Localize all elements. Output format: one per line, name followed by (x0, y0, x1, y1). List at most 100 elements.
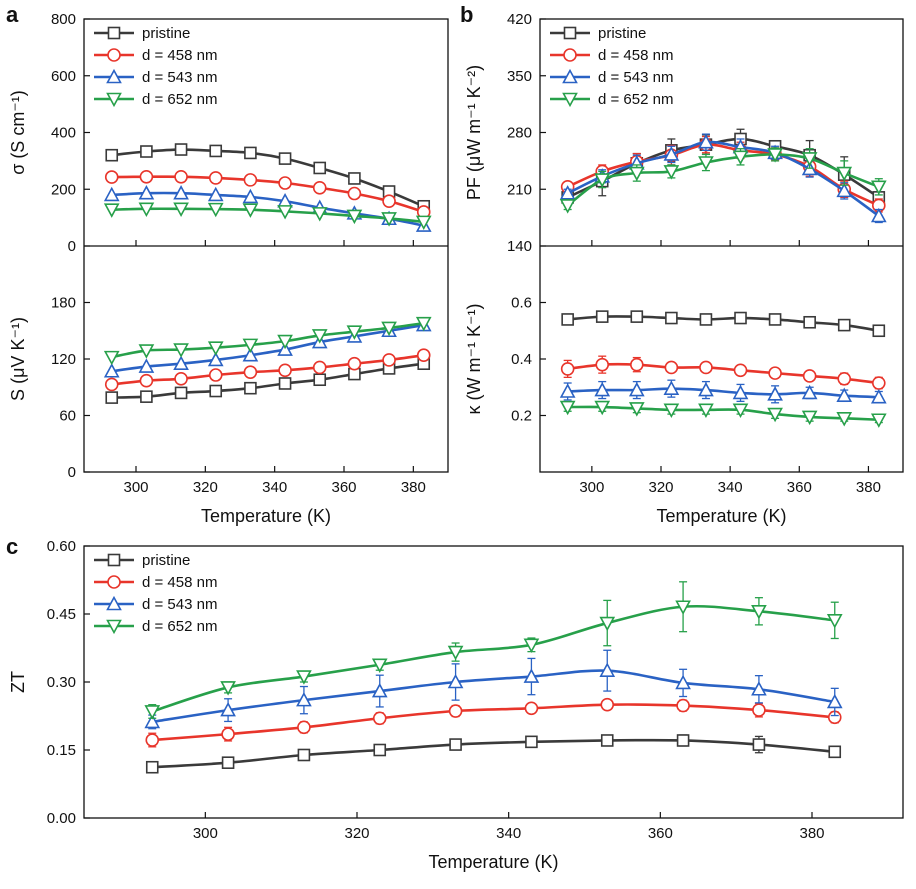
y-tick-label: 0.6 (511, 295, 532, 312)
data-point (139, 169, 154, 184)
data-point (732, 403, 749, 419)
data-point (751, 604, 767, 620)
series-d543 (103, 316, 432, 378)
data-point (675, 674, 691, 690)
data-point (767, 407, 783, 423)
chart-c: 0.00 0.15 0.30 0.45 0.60 300 320 340 360 380 prist… (8, 538, 843, 872)
y-tick-label: 0.60 (47, 538, 76, 555)
data-point (104, 377, 119, 392)
data-point (103, 350, 120, 366)
legend-marker (107, 575, 121, 589)
data-point (559, 185, 576, 200)
data-point (382, 194, 396, 208)
data-point (220, 701, 236, 717)
data-point (348, 172, 361, 185)
series-d458 (145, 697, 842, 748)
data-point (140, 145, 153, 158)
data-point (559, 383, 576, 398)
series-d458 (104, 348, 431, 392)
data-point (560, 362, 575, 376)
data-point (524, 701, 539, 716)
data-point (599, 662, 616, 677)
data-point (242, 188, 259, 204)
data-point (630, 310, 644, 323)
x-tick-label: 300 (579, 479, 604, 496)
frame-c (83, 545, 904, 819)
data-point (371, 682, 388, 698)
data-point (826, 693, 843, 709)
legend-marker (107, 48, 121, 62)
y-axis-label: κ (W m⁻¹ K⁻¹) (464, 304, 484, 415)
data-point (346, 325, 363, 340)
data-point (145, 733, 160, 747)
data-point (208, 368, 223, 382)
data-point (207, 341, 224, 356)
x-tick-label: 340 (496, 825, 521, 842)
x-axis-label: Temperature (K) (201, 506, 331, 526)
data-point (105, 148, 119, 162)
data-point (699, 313, 713, 326)
data-point (801, 410, 818, 426)
data-point (734, 311, 747, 325)
legend-marker (562, 68, 578, 84)
data-point (371, 658, 388, 673)
data-point (373, 743, 387, 757)
data-point (221, 756, 235, 769)
data-point (872, 324, 886, 338)
data-point (559, 400, 576, 416)
y-tick-label: 0.4 (511, 351, 532, 368)
legend-marker (106, 68, 122, 84)
y-tick-label: 400 (51, 125, 76, 142)
data-point (105, 391, 119, 404)
legend-label-pristine: pristine (142, 25, 190, 42)
series-line-pristine (567, 315, 880, 333)
legend-marker (107, 553, 121, 567)
legend-label-d543: d = 543 nm (598, 69, 673, 86)
legend-marker (106, 92, 122, 108)
y-tick-label: 210 (507, 181, 532, 198)
data-point (278, 377, 292, 390)
chart-a_top: 0 200 400 600 800 pristine d = 458 nm d = 543 n… (8, 11, 432, 255)
data-point (347, 186, 362, 201)
data-point (381, 212, 397, 227)
x-tick-label: 320 (648, 479, 673, 496)
series-d652 (559, 400, 887, 428)
data-point (870, 207, 887, 223)
series-line-d652 (111, 321, 424, 359)
data-point (802, 369, 817, 383)
series-line-d543 (567, 140, 880, 218)
data-point (732, 384, 749, 400)
y-tick-label: 800 (51, 11, 76, 28)
data-point (675, 600, 691, 615)
series-d543 (559, 133, 887, 224)
data-point (242, 347, 259, 362)
data-point (140, 390, 153, 403)
x-tick-label: 380 (401, 479, 426, 496)
legend-label-d652: d = 652 nm (142, 91, 217, 108)
data-point (139, 373, 154, 388)
series-d652 (559, 147, 887, 214)
legend-label-d458: d = 458 nm (142, 574, 217, 591)
x-tick-label: 320 (344, 825, 369, 842)
y-axis-label: σ (S cm⁻¹) (8, 90, 28, 175)
data-point (698, 134, 714, 149)
y-tick-label: 0.15 (47, 742, 76, 759)
series-pristine (561, 310, 886, 338)
series-line-pristine (111, 362, 424, 399)
series-line-d458 (152, 703, 835, 742)
data-point (523, 638, 540, 654)
legend-label-d458: d = 458 nm (142, 47, 217, 64)
legend-marker (107, 26, 121, 40)
data-point (826, 614, 843, 629)
series-line-d652 (567, 405, 879, 422)
data-point (207, 351, 224, 367)
data-point (751, 681, 767, 696)
x-axis-label: Temperature (K) (656, 506, 786, 526)
data-point (801, 384, 818, 400)
data-point (416, 348, 431, 363)
series-line-pristine (152, 738, 835, 769)
legend-marker (106, 619, 122, 635)
data-point (600, 697, 615, 712)
data-point (278, 176, 292, 190)
data-point (297, 748, 311, 762)
